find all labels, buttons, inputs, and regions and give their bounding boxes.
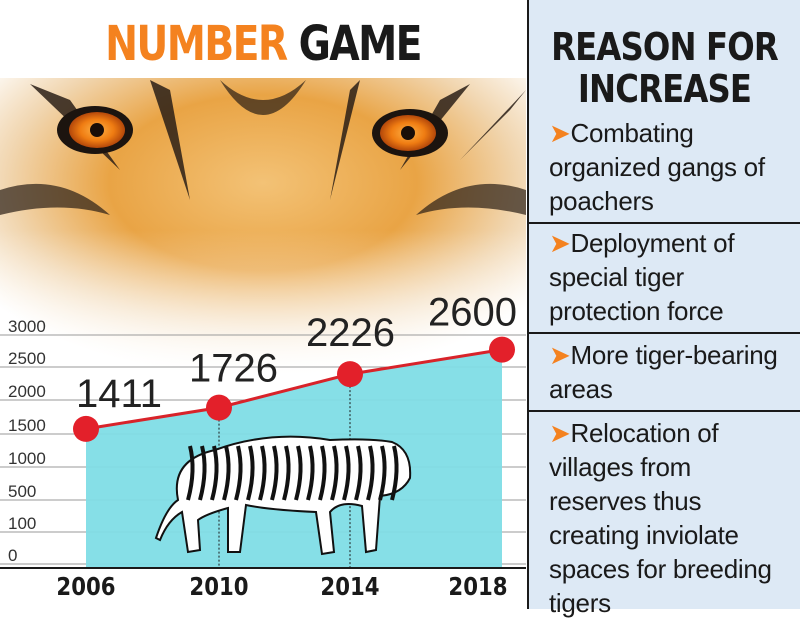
reasons-panel: REASON FOR INCREASE ➤Combating organized… bbox=[527, 0, 800, 618]
arrow-icon: ➤ bbox=[549, 118, 571, 148]
data-point-2014 bbox=[337, 361, 363, 388]
tiger-stripe bbox=[366, 445, 375, 501]
tiger-stripe bbox=[222, 445, 231, 501]
tiger-face-photo bbox=[0, 78, 526, 380]
tiger-stripe bbox=[186, 445, 195, 501]
reason-item-protection-force: ➤Deployment of special tiger protection … bbox=[529, 226, 800, 328]
data-point-2006 bbox=[73, 415, 99, 442]
arrow-icon: ➤ bbox=[549, 418, 571, 448]
data-label-2010: 1726 bbox=[189, 347, 278, 391]
tiger-stripe bbox=[390, 445, 399, 501]
tiger-stripe bbox=[306, 445, 315, 501]
x-tick-label-2006: 2006 bbox=[56, 572, 115, 601]
reason-item-relocation: ➤Relocation of villages from reserves th… bbox=[529, 416, 800, 620]
data-label-2014: 2226 bbox=[306, 311, 395, 355]
tiger-stripe bbox=[282, 445, 291, 501]
y-tick-label: 3000 bbox=[8, 317, 46, 336]
tiger-stripe bbox=[198, 445, 207, 501]
walking-tiger-illustration bbox=[154, 435, 412, 556]
arrow-icon: ➤ bbox=[549, 340, 571, 370]
chart-panel: 1411 1726 2226 2600 0 100 500 1000 1500 2000 2500… bbox=[0, 14, 526, 602]
tiger-stripe bbox=[234, 445, 243, 501]
series-line bbox=[85, 348, 503, 431]
tiger-stripe bbox=[354, 445, 363, 501]
reason-text: Combating organized gangs of poachers bbox=[549, 118, 765, 216]
chart-series: 1411 1726 2226 2600 bbox=[73, 291, 517, 442]
y-tick-label: 1500 bbox=[8, 416, 46, 435]
x-tick-label-2018: 2018 bbox=[448, 572, 507, 601]
tiger-stripe bbox=[342, 445, 351, 501]
y-axis-tick-labels: 0 100 500 1000 1500 2000 2500 3000 bbox=[8, 317, 46, 565]
tiger-stripe bbox=[270, 445, 279, 501]
chart-title: NUMBER GAME bbox=[47, 14, 478, 74]
title-part-game: GAME bbox=[298, 16, 423, 72]
reason-text: More tiger-bearing areas bbox=[549, 340, 778, 404]
reason-text: Relocation of villages from reserves thu… bbox=[549, 418, 772, 618]
divider bbox=[529, 332, 800, 334]
arrow-icon: ➤ bbox=[549, 228, 571, 258]
x-axis-tick-labels: 2006 2010 2014 2018 bbox=[56, 572, 507, 601]
tiger-stripe bbox=[210, 445, 219, 501]
data-label-2006: 1411 bbox=[76, 372, 162, 416]
tiger-stripe bbox=[330, 445, 339, 501]
x-tick-label-2010: 2010 bbox=[189, 572, 248, 601]
y-tick-label: 100 bbox=[8, 514, 36, 533]
tiger-stripe bbox=[294, 445, 303, 501]
reason-item-poachers: ➤Combating organized gangs of poachers bbox=[529, 116, 800, 218]
divider bbox=[529, 222, 800, 224]
y-tick-label: 0 bbox=[8, 546, 17, 565]
y-tick-label: 1000 bbox=[8, 449, 46, 468]
x-tick-label-2014: 2014 bbox=[320, 572, 379, 601]
reasons-title: REASON FOR INCREASE bbox=[551, 25, 779, 111]
tiger-stripe bbox=[378, 445, 387, 501]
y-tick-label: 2000 bbox=[8, 382, 46, 401]
y-tick-label: 2500 bbox=[8, 349, 46, 368]
reason-text: Deployment of special tiger protection f… bbox=[549, 228, 735, 326]
tiger-stripe bbox=[246, 445, 255, 501]
reason-item-tiger-areas: ➤More tiger-bearing areas bbox=[529, 338, 800, 406]
data-point-2010 bbox=[206, 394, 232, 421]
line-chart: 1411 1726 2226 2600 0 100 500 1000 1500 2000 2500… bbox=[0, 78, 526, 601]
data-point-2018 bbox=[489, 336, 515, 363]
tiger-stripe bbox=[258, 445, 267, 501]
data-label-2018: 2600 bbox=[428, 291, 517, 335]
y-tick-label: 500 bbox=[8, 482, 36, 501]
tiger-stripe bbox=[318, 445, 327, 501]
title-part-number: NUMBER bbox=[105, 16, 288, 72]
divider bbox=[529, 410, 800, 412]
